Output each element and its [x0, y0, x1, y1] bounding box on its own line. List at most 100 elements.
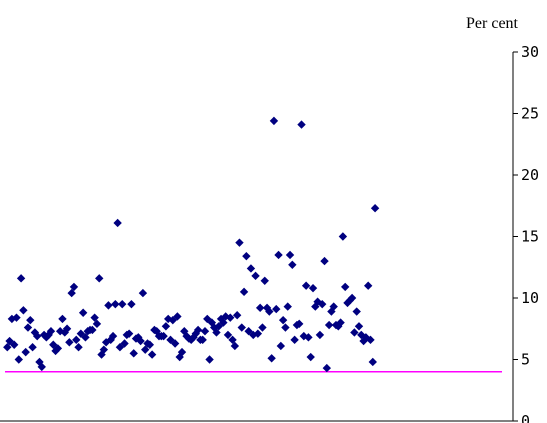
data-point — [258, 323, 267, 332]
data-point — [108, 331, 118, 341]
data-point — [39, 330, 49, 340]
data-point — [177, 347, 187, 357]
data-point — [65, 338, 74, 347]
data-point — [368, 357, 377, 367]
data-point — [92, 319, 102, 329]
data-point — [251, 271, 260, 281]
data-point — [269, 116, 279, 126]
data-point — [21, 347, 30, 357]
data-point — [228, 335, 237, 345]
data-point — [366, 335, 375, 345]
data-point — [212, 328, 221, 337]
data-point — [242, 251, 251, 261]
data-point — [288, 260, 297, 269]
data-point — [120, 339, 129, 348]
y-axis-ticks: 0 5 10 15 20 25 30 — [513, 43, 539, 423]
data-point — [159, 331, 168, 341]
data-point — [306, 352, 315, 362]
data-point — [276, 341, 286, 351]
data-point — [145, 340, 155, 349]
data-point — [370, 204, 380, 213]
data-point — [274, 250, 283, 260]
data-point — [290, 335, 299, 345]
data-point — [74, 343, 83, 352]
data-point — [99, 345, 109, 354]
data-points — [3, 116, 380, 373]
data-point — [255, 303, 265, 313]
data-point — [23, 323, 33, 332]
data-point — [14, 355, 23, 364]
data-point — [278, 315, 288, 325]
data-point — [230, 341, 240, 351]
data-point — [16, 274, 26, 283]
data-point — [141, 345, 150, 354]
data-point — [200, 327, 210, 336]
data-point — [95, 274, 104, 283]
data-point — [28, 343, 37, 352]
data-point — [127, 299, 136, 309]
data-point — [295, 319, 304, 329]
data-point — [246, 264, 256, 273]
y-tick-label: 25 — [521, 105, 539, 123]
data-point — [318, 299, 327, 309]
data-point — [118, 299, 127, 309]
data-point — [55, 327, 65, 336]
data-point — [104, 301, 113, 310]
data-point — [338, 232, 348, 241]
y-tick-label: 20 — [521, 166, 539, 184]
data-point — [19, 306, 28, 315]
data-point — [168, 315, 178, 325]
data-point — [223, 330, 233, 340]
data-point — [297, 120, 306, 129]
data-point — [265, 307, 274, 316]
data-point — [90, 313, 99, 322]
y-tick-label: 30 — [521, 43, 539, 61]
data-point — [237, 323, 246, 332]
data-point — [170, 339, 180, 348]
data-point — [285, 250, 295, 260]
data-point — [219, 318, 228, 327]
data-point — [260, 276, 269, 285]
data-point — [193, 325, 203, 335]
data-point — [161, 322, 171, 331]
data-point — [129, 349, 138, 358]
data-point — [147, 350, 157, 359]
data-point — [49, 340, 58, 349]
data-point — [37, 362, 46, 372]
data-point — [138, 288, 148, 298]
data-point — [46, 327, 56, 336]
data-point — [235, 238, 244, 247]
data-point — [88, 325, 97, 335]
data-point — [81, 333, 90, 342]
data-point — [72, 335, 81, 345]
data-point — [308, 283, 318, 293]
data-point — [173, 312, 182, 321]
data-point — [354, 322, 364, 331]
data-point — [329, 302, 338, 311]
data-point — [315, 330, 325, 340]
data-point — [304, 333, 313, 342]
data-point — [78, 308, 88, 317]
data-point — [347, 293, 357, 303]
data-point — [232, 311, 242, 320]
data-point — [363, 281, 373, 290]
y-tick-label: 15 — [521, 228, 539, 246]
plot-area: 0 5 10 15 20 25 30 — [0, 43, 539, 423]
data-point — [58, 314, 67, 324]
data-point — [322, 363, 332, 373]
data-point — [136, 336, 145, 346]
data-point — [62, 324, 72, 333]
data-point — [272, 304, 281, 314]
data-point — [69, 282, 79, 292]
data-point — [336, 318, 345, 327]
data-point — [267, 354, 276, 363]
data-point — [226, 313, 235, 322]
y-tick-label: 0 — [521, 412, 530, 423]
data-point — [198, 335, 207, 345]
data-point — [352, 307, 361, 316]
data-point — [253, 329, 263, 338]
data-point — [350, 328, 359, 337]
data-point — [124, 329, 134, 338]
data-point — [3, 343, 12, 352]
